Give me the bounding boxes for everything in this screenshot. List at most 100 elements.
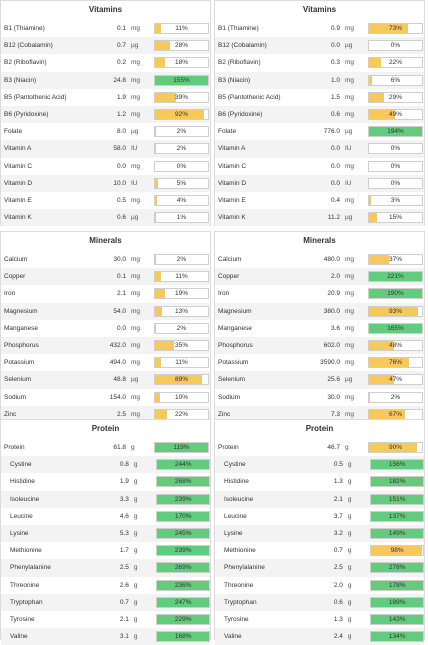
nutrient-unit: mg bbox=[131, 256, 141, 264]
daily-value-bar: 268% bbox=[156, 476, 210, 488]
nutrient-unit: mg bbox=[131, 324, 141, 332]
daily-value-bar: 194% bbox=[368, 126, 423, 138]
nutrient-name: Sodium bbox=[218, 393, 241, 401]
nutrient-name: Threonine bbox=[10, 581, 40, 589]
nutrient-name: Tyrosine bbox=[224, 615, 249, 623]
daily-value-percent: 11% bbox=[175, 359, 188, 367]
daily-value-bar: 35% bbox=[154, 340, 209, 352]
daily-value-percent: 239% bbox=[174, 547, 192, 555]
nutrient-amount: 776.0 bbox=[323, 128, 340, 136]
daily-value-percent: 67% bbox=[388, 410, 402, 418]
nutrient-unit: mg bbox=[345, 111, 355, 119]
daily-value-fill bbox=[369, 24, 408, 34]
nutrient-unit: µg bbox=[131, 42, 139, 50]
daily-value-fill bbox=[155, 144, 157, 154]
daily-value-bar: 190% bbox=[368, 288, 423, 300]
nutrient-row: Protein 46.7 g 90% bbox=[215, 439, 424, 456]
nutrient-name: Manganese bbox=[4, 324, 38, 332]
nutrient-name: Histidine bbox=[224, 478, 249, 486]
nutrient-unit: µg bbox=[131, 128, 139, 136]
nutrient-unit: µg bbox=[345, 376, 353, 384]
nutrient-row: B12 (Cobalamin) 0.0 µg 0% bbox=[215, 37, 424, 55]
nutrient-name: B1 (Thiamine) bbox=[218, 25, 259, 33]
daily-value-bar: 6% bbox=[368, 74, 423, 86]
daily-value-fill bbox=[155, 178, 158, 188]
daily-value-fill bbox=[157, 614, 209, 624]
nutrient-row: Tryptophan 0.6 g 189% bbox=[215, 593, 424, 611]
nutrient-unit: g bbox=[133, 495, 138, 503]
daily-value-percent: 236% bbox=[174, 581, 192, 589]
nutrient-name: Lysine bbox=[10, 530, 29, 538]
nutrient-unit: g bbox=[133, 512, 138, 520]
daily-value-percent: 0% bbox=[390, 145, 401, 153]
daily-value-bar: 5% bbox=[154, 177, 209, 189]
nutrient-row: B3 (Niacin) 1.0 mg 6% bbox=[215, 71, 424, 89]
nutrient-name: Phenylalanine bbox=[10, 564, 51, 572]
nutrient-row: Vitamin E 0.5 mg 4% bbox=[1, 192, 210, 209]
daily-value-percent: 93% bbox=[388, 307, 402, 315]
nutrient-amount: 24.8 bbox=[113, 76, 126, 84]
daily-value-bar: 15% bbox=[368, 212, 423, 224]
daily-value-percent: 221% bbox=[387, 273, 404, 281]
nutrient-unit: mg bbox=[345, 342, 355, 350]
nutrient-name: Histidine bbox=[10, 478, 35, 486]
nutrient-unit: g bbox=[133, 461, 138, 469]
panel-title: Protein bbox=[305, 424, 334, 433]
nutrient-row: Iron 20.9 mg 190% bbox=[215, 285, 424, 302]
daily-value-bar: 28% bbox=[154, 40, 209, 52]
daily-value-fill bbox=[157, 529, 209, 539]
nutrient-amount: 0.1 bbox=[116, 273, 126, 281]
nutrient-amount: 10.0 bbox=[113, 179, 126, 187]
nutrient-amount: 0.3 bbox=[330, 59, 340, 67]
nutrient-amount: 0.7 bbox=[116, 42, 126, 50]
nutrient-row: Histidine 1.9 g 268% bbox=[1, 473, 210, 490]
nutrient-amount: 2.0 bbox=[330, 273, 340, 281]
nutrient-amount: 432.0 bbox=[109, 342, 126, 350]
nutrient-unit: g bbox=[133, 615, 138, 623]
nutrient-name: Potassium bbox=[218, 359, 249, 367]
daily-value-bar: 49% bbox=[368, 109, 423, 121]
daily-value-bar: 2% bbox=[368, 391, 423, 403]
nutrient-name: Iron bbox=[4, 290, 16, 298]
nutrient-row: Vitamin E 0.4 mg 3% bbox=[215, 192, 424, 209]
nutrient-amount: 48.8 bbox=[113, 376, 126, 384]
daily-value-bar: 3% bbox=[368, 194, 423, 206]
daily-value-fill bbox=[157, 632, 209, 642]
nutrient-name: Folate bbox=[218, 128, 237, 136]
nutrient-row: Leucine 4.6 g 170% bbox=[1, 508, 210, 525]
nutrient-row: Histidine 1.3 g 182% bbox=[215, 473, 424, 490]
daily-value-bar: 90% bbox=[368, 442, 423, 454]
nutrient-name: Selenium bbox=[4, 376, 32, 384]
nutrient-name: Phosphorus bbox=[218, 342, 253, 350]
daily-value-bar: 168% bbox=[156, 631, 210, 643]
nutrient-unit: IU bbox=[345, 145, 352, 153]
nutrient-amount: 0.0 bbox=[116, 324, 126, 332]
daily-value-percent: 5% bbox=[176, 179, 187, 187]
daily-value-fill bbox=[369, 358, 410, 368]
nutrient-amount: 20.9 bbox=[327, 290, 340, 298]
daily-value-percent: 0% bbox=[390, 179, 401, 187]
daily-value-percent: 134% bbox=[388, 633, 406, 641]
daily-value-fill bbox=[369, 375, 394, 385]
nutrient-row: Tyrosine 2.1 g 229% bbox=[1, 611, 210, 628]
daily-value-fill bbox=[155, 341, 174, 351]
nutrient-row: Folate 776.0 µg 194% bbox=[215, 123, 424, 140]
nutrient-name: Vitamin D bbox=[218, 179, 247, 187]
daily-value-percent: 15% bbox=[388, 214, 402, 222]
nutrient-amount: 0.6 bbox=[330, 111, 340, 119]
daily-value-fill bbox=[157, 477, 209, 487]
daily-value-bar: 149% bbox=[370, 528, 424, 540]
nutrient-name: Magnesium bbox=[218, 307, 252, 315]
daily-value-percent: 76% bbox=[388, 359, 402, 367]
nutrient-unit: g bbox=[347, 495, 352, 503]
nutrient-amount: 0.0 bbox=[330, 145, 340, 153]
nutrient-name: Vitamin D bbox=[4, 179, 33, 187]
daily-value-fill bbox=[155, 41, 170, 51]
nutrient-amount: 1.9 bbox=[116, 93, 126, 101]
nutrient-unit: µg bbox=[131, 214, 139, 222]
daily-value-percent: 73% bbox=[388, 25, 402, 33]
daily-value-bar: 165% bbox=[368, 322, 423, 334]
nutrient-amount: 480.0 bbox=[323, 256, 340, 264]
nutrient-row: Threonine 2.6 g 236% bbox=[1, 577, 210, 594]
daily-value-percent: 98% bbox=[390, 547, 404, 555]
